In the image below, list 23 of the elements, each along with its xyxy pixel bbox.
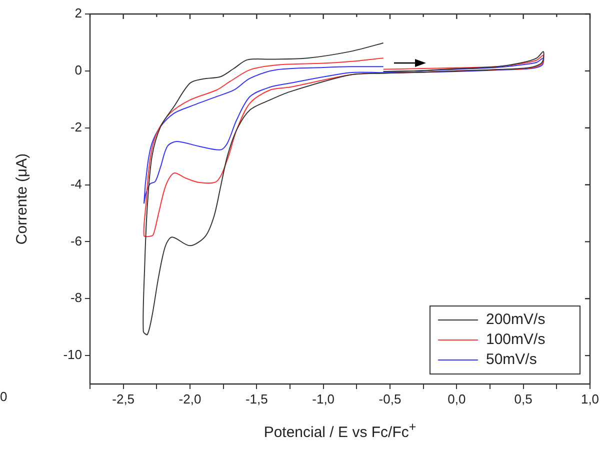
x-axis-title: Potencial / E vs Fc/Fc$^{+}$ [262, 420, 418, 441]
x-tick-label: -2,0 [178, 391, 202, 406]
line-series [144, 58, 544, 204]
legend-label: 50mV/s [486, 351, 537, 368]
x-tick-label: 0,5 [514, 391, 532, 406]
x-tick-label: -0,5 [378, 391, 402, 406]
x-tick-label: 0,0 [448, 391, 466, 406]
y-tick-label: -4 [70, 176, 82, 192]
y-tick-label: -2 [70, 119, 82, 134]
line-series [142, 42, 544, 335]
legend-label: 100mV/s [486, 331, 546, 348]
y-axis-title: Corrente (μA) [14, 153, 30, 245]
y-tick-label: 2 [74, 6, 82, 21]
y-tick-label: 0 [74, 62, 82, 78]
text: 0 [0, 389, 8, 404]
x-tick-label: -2,5 [112, 391, 135, 406]
y-tick-label: -8 [70, 290, 82, 306]
x-tick-label: -1,5 [245, 391, 268, 406]
x-tick-label: 1,0 [580, 391, 600, 406]
x-tick-label: -1,0 [312, 391, 335, 406]
legend-label: 200mV/s [486, 311, 546, 328]
y-tick-label: -6 [70, 233, 82, 248]
y-tick-label: -10 [63, 347, 82, 362]
